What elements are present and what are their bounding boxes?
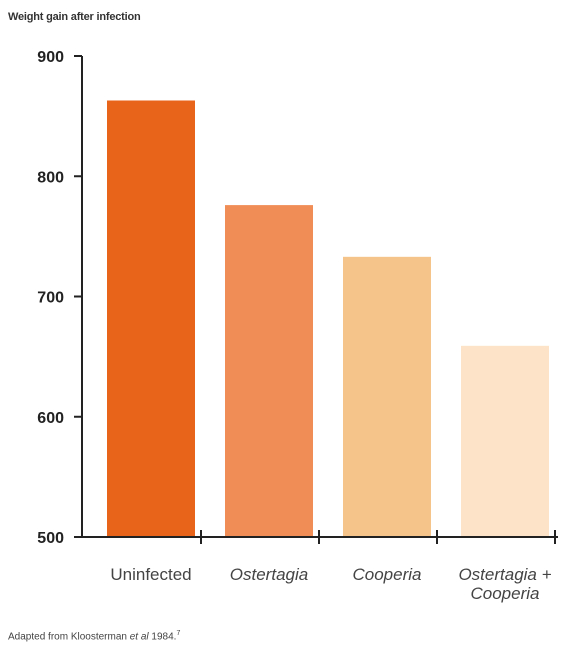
bar [461, 345, 549, 537]
source-year: 1984. [151, 631, 177, 643]
bar [225, 205, 313, 538]
x-tick-label: Ostertagia [229, 565, 309, 584]
bar [107, 100, 195, 538]
bar [343, 256, 431, 537]
chart-title: Weight gain after infection [8, 11, 141, 23]
source-note: Adapted from Kloosterman et al 1984.7 [8, 630, 180, 642]
source-italic: et al [129, 631, 149, 643]
y-tick-label: 600 [37, 410, 64, 427]
x-tick-label: Cooperia [352, 565, 422, 584]
x-tick-label: Ostertagia + Cooperia [458, 565, 552, 603]
y-tick-label: 500 [37, 530, 64, 547]
y-tick-label: 700 [37, 290, 64, 307]
x-tick-label: Uninfected [110, 565, 192, 584]
y-tick-label: 900 [37, 49, 64, 66]
y-tick-label: 800 [37, 169, 64, 186]
source-ref: 7 [176, 630, 181, 637]
source-text: Adapted from Kloosterman [8, 631, 127, 643]
